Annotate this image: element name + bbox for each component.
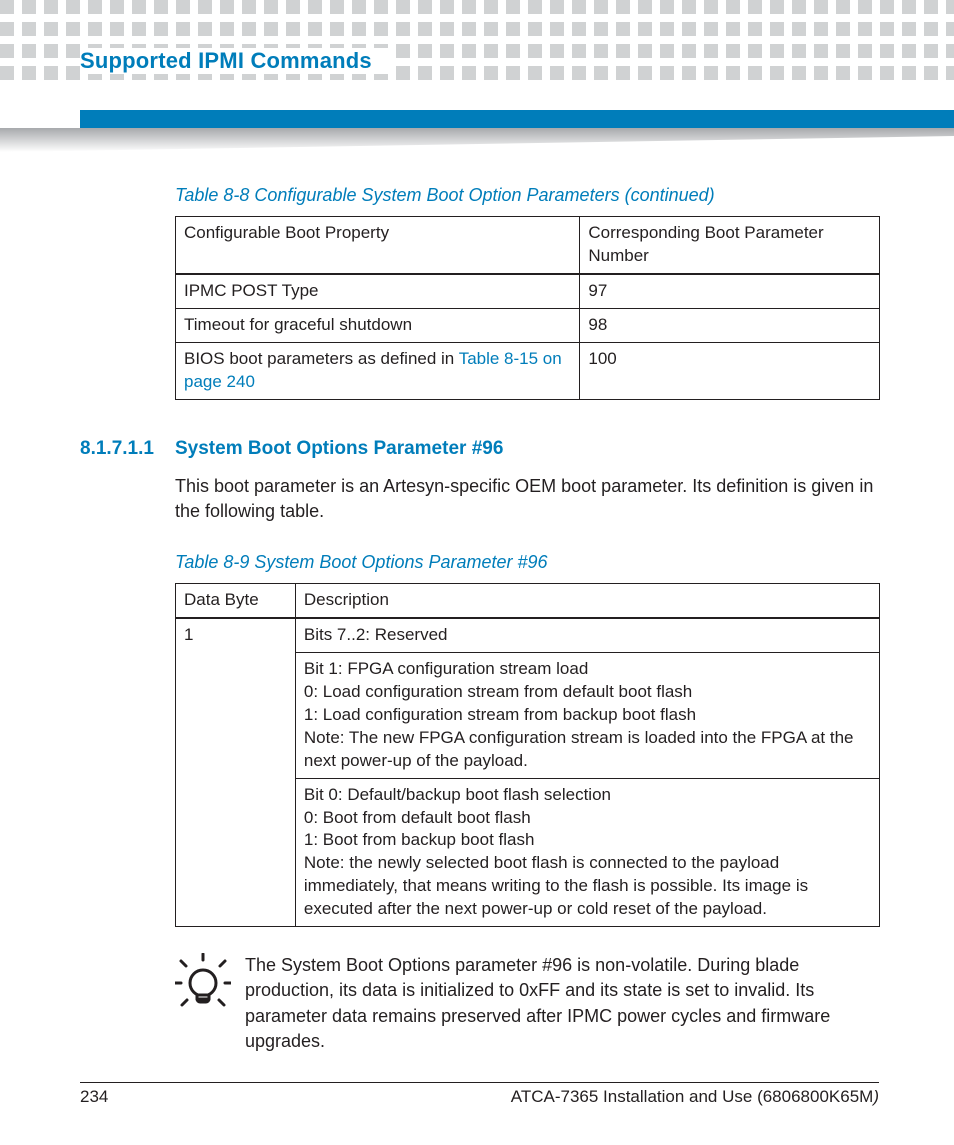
table-row: BIOS boot parameters as defined in Table… (176, 342, 880, 399)
cell: 98 (580, 308, 880, 342)
section-title: System Boot Options Parameter #96 (175, 438, 503, 460)
cell: 97 (580, 274, 880, 308)
cell-databyte: 1 (176, 618, 296, 927)
tip-block: The System Boot Options parameter #96 is… (175, 953, 879, 1054)
section-number: 8.1.7.1.1 (80, 438, 175, 460)
page-content: Table 8-8 Configurable System Boot Optio… (80, 185, 879, 1054)
cell-description: Bit 0: Default/backup boot flash selecti… (295, 778, 879, 927)
cell-text: BIOS boot parameters as defined in (184, 349, 459, 368)
table-row: IPMC POST Type 97 (176, 274, 880, 308)
cell: Timeout for graceful shutdown (176, 308, 580, 342)
cell-description: Bit 1: FPGA configuration stream load 0:… (295, 652, 879, 778)
lightbulb-icon (175, 953, 231, 1054)
page-footer: 234 ATCA-7365 Installation and Use (6806… (80, 1082, 879, 1107)
table-row: Timeout for graceful shutdown 98 (176, 308, 880, 342)
table-8-9-col-0: Data Byte (176, 584, 296, 618)
cell: BIOS boot parameters as defined in Table… (176, 342, 580, 399)
table-8-9-caption: Table 8-9 System Boot Options Parameter … (175, 552, 879, 573)
table-8-8-caption: Table 8-8 Configurable System Boot Optio… (175, 185, 879, 206)
tip-text: The System Boot Options parameter #96 is… (245, 953, 879, 1054)
section-paragraph: This boot parameter is an Artesyn-specif… (175, 474, 879, 524)
table-8-9: Data Byte Description 1 Bits 7..2: Reser… (175, 583, 880, 927)
header-blue-bar (80, 110, 954, 128)
table-8-8-col-1: Corresponding Boot Parameter Number (580, 217, 880, 274)
cell-description: Bits 7..2: Reserved (295, 618, 879, 652)
table-row: 1 Bits 7..2: Reserved (176, 618, 880, 652)
document-id: ATCA-7365 Installation and Use (6806800K… (511, 1087, 879, 1107)
table-8-8-col-0: Configurable Boot Property (176, 217, 580, 274)
cell: 100 (580, 342, 880, 399)
page-number: 234 (80, 1087, 108, 1107)
table-8-9-col-1: Description (295, 584, 879, 618)
section-heading: 8.1.7.1.1 System Boot Options Parameter … (80, 438, 879, 460)
chapter-title: Supported IPMI Commands (80, 48, 390, 74)
table-8-8: Configurable Boot Property Corresponding… (175, 216, 880, 400)
doc-id-paren: ) (873, 1087, 879, 1106)
header-grey-wedge (0, 128, 954, 154)
doc-id-text: ATCA-7365 Installation and Use (6806800K… (511, 1087, 874, 1106)
cell: IPMC POST Type (176, 274, 580, 308)
